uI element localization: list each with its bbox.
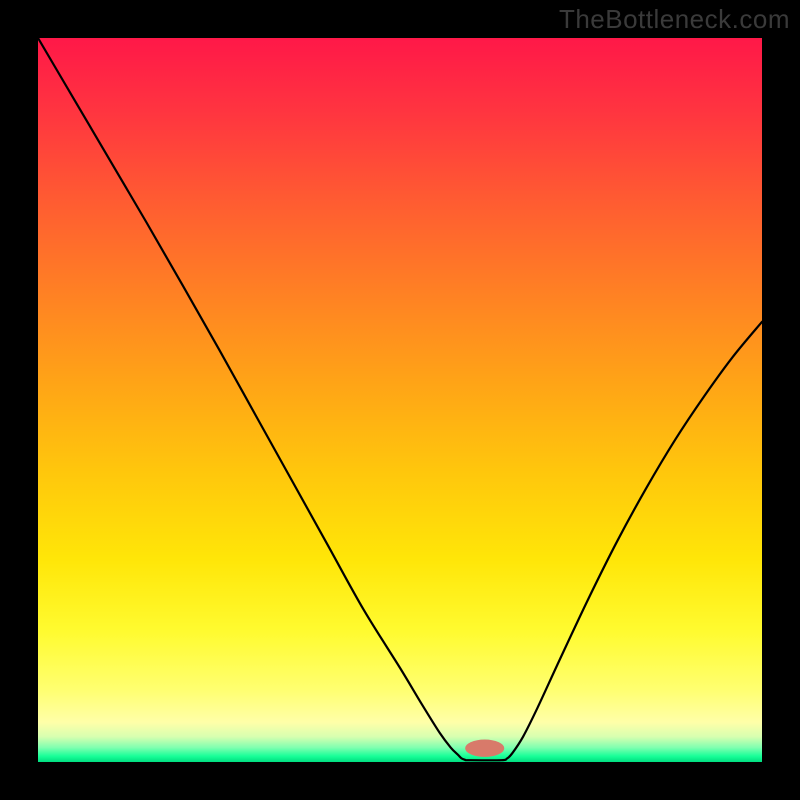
chart-frame: TheBottleneck.com xyxy=(0,0,800,800)
plot-area xyxy=(38,38,762,762)
watermark-text: TheBottleneck.com xyxy=(559,4,790,35)
chart-background xyxy=(38,38,762,762)
plot-svg xyxy=(38,38,762,762)
bottleneck-marker xyxy=(465,740,504,757)
